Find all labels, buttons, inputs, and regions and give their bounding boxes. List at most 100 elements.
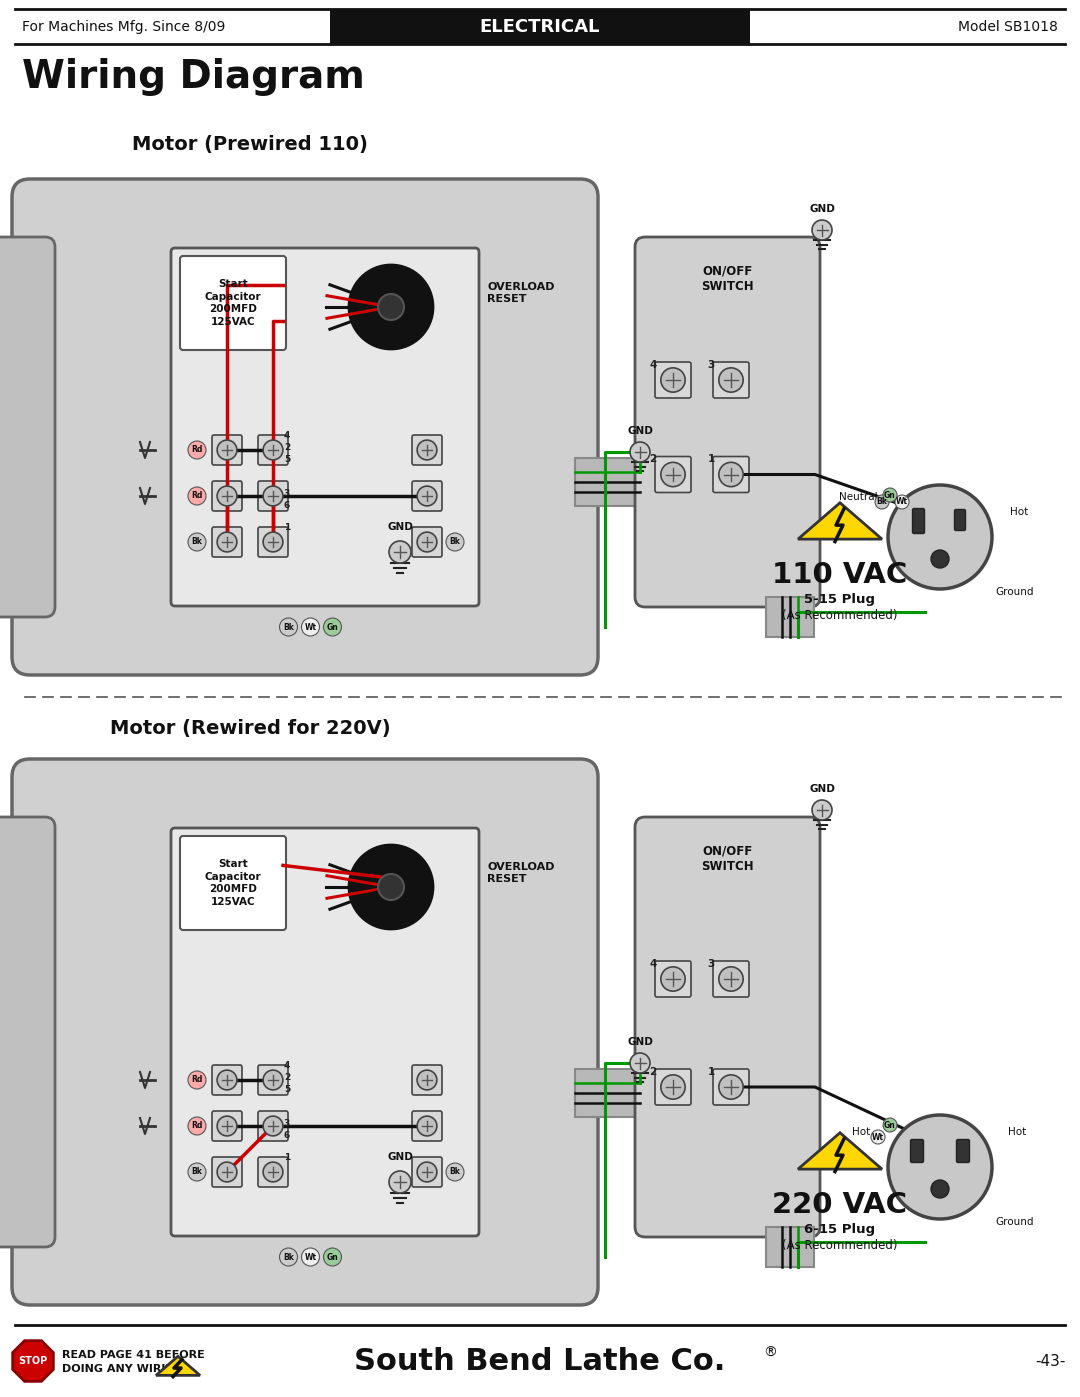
Text: 1: 1 xyxy=(284,524,291,532)
Bar xyxy=(330,8,750,43)
Text: 2: 2 xyxy=(284,1073,291,1083)
Text: Start
Capacitor
200MFD
125VAC: Start Capacitor 200MFD 125VAC xyxy=(205,279,261,327)
Text: 5: 5 xyxy=(284,455,291,464)
Circle shape xyxy=(883,1118,897,1132)
Text: ON/OFF
SWITCH: ON/OFF SWITCH xyxy=(701,845,754,873)
Circle shape xyxy=(446,1162,464,1180)
Circle shape xyxy=(389,1171,411,1193)
Text: 2: 2 xyxy=(649,1067,657,1077)
Text: Bk: Bk xyxy=(283,623,294,631)
Text: Gn: Gn xyxy=(326,1253,338,1261)
Circle shape xyxy=(719,462,743,486)
Circle shape xyxy=(870,1130,885,1144)
Circle shape xyxy=(630,441,650,462)
Circle shape xyxy=(264,1116,283,1136)
FancyBboxPatch shape xyxy=(212,1111,242,1141)
Text: Rd: Rd xyxy=(191,1122,203,1130)
FancyBboxPatch shape xyxy=(212,434,242,465)
Text: Gn: Gn xyxy=(326,623,338,631)
Text: 6: 6 xyxy=(284,502,291,510)
Circle shape xyxy=(217,532,237,552)
FancyBboxPatch shape xyxy=(713,362,750,398)
Text: Bk: Bk xyxy=(191,1168,202,1176)
Text: OVERLOAD
RESET: OVERLOAD RESET xyxy=(487,862,554,884)
Text: GND: GND xyxy=(387,1153,413,1162)
Text: Gn: Gn xyxy=(885,1120,896,1130)
Text: Bk: Bk xyxy=(877,497,888,507)
FancyBboxPatch shape xyxy=(411,1065,442,1095)
FancyBboxPatch shape xyxy=(258,1157,288,1187)
FancyBboxPatch shape xyxy=(171,828,480,1236)
Text: Ground: Ground xyxy=(995,587,1034,597)
Text: Neutral: Neutral xyxy=(839,492,878,502)
FancyBboxPatch shape xyxy=(635,237,820,608)
Text: Hot: Hot xyxy=(852,1127,870,1137)
Text: 5: 5 xyxy=(284,1085,291,1094)
Circle shape xyxy=(883,488,897,502)
FancyBboxPatch shape xyxy=(635,817,820,1236)
Circle shape xyxy=(188,441,206,460)
FancyBboxPatch shape xyxy=(654,1069,691,1105)
Circle shape xyxy=(301,1248,320,1266)
Text: GND: GND xyxy=(627,1037,653,1046)
Polygon shape xyxy=(798,1133,882,1169)
Text: Bk: Bk xyxy=(449,1168,460,1176)
FancyBboxPatch shape xyxy=(180,256,286,351)
Text: 1: 1 xyxy=(707,454,715,464)
Circle shape xyxy=(630,1053,650,1073)
Text: GND: GND xyxy=(627,426,653,436)
Text: OVERLOAD
RESET: OVERLOAD RESET xyxy=(487,282,554,305)
Circle shape xyxy=(661,462,685,486)
Text: Wt: Wt xyxy=(872,1133,885,1141)
Text: STOP: STOP xyxy=(18,1356,48,1366)
Circle shape xyxy=(719,367,743,393)
Circle shape xyxy=(217,1162,237,1182)
Text: Bk: Bk xyxy=(449,538,460,546)
Text: 3: 3 xyxy=(284,1119,291,1127)
Text: GND: GND xyxy=(387,522,413,532)
Circle shape xyxy=(812,800,832,820)
Text: Bk: Bk xyxy=(191,538,202,546)
FancyBboxPatch shape xyxy=(955,510,966,531)
Text: For Machines Mfg. Since 8/09: For Machines Mfg. Since 8/09 xyxy=(22,20,226,34)
Text: 6-15 Plug: 6-15 Plug xyxy=(805,1222,876,1235)
Text: South Bend Lathe Co.: South Bend Lathe Co. xyxy=(354,1347,726,1376)
Text: Wiring Diagram: Wiring Diagram xyxy=(22,59,365,96)
FancyBboxPatch shape xyxy=(575,1069,640,1118)
FancyBboxPatch shape xyxy=(575,458,640,506)
Text: (As Recommended): (As Recommended) xyxy=(782,609,897,622)
Circle shape xyxy=(417,1162,437,1182)
FancyBboxPatch shape xyxy=(766,1227,814,1267)
Circle shape xyxy=(888,485,993,590)
Circle shape xyxy=(378,875,404,900)
Text: 4: 4 xyxy=(649,360,657,370)
Circle shape xyxy=(324,1248,341,1266)
Circle shape xyxy=(895,495,909,509)
FancyBboxPatch shape xyxy=(713,1069,750,1105)
Text: Wt: Wt xyxy=(305,623,316,631)
Circle shape xyxy=(417,1116,437,1136)
Text: 4: 4 xyxy=(284,432,291,440)
Circle shape xyxy=(875,495,889,509)
Text: 110 VAC: 110 VAC xyxy=(772,562,907,590)
FancyBboxPatch shape xyxy=(12,179,598,675)
Circle shape xyxy=(264,532,283,552)
FancyBboxPatch shape xyxy=(212,1065,242,1095)
FancyBboxPatch shape xyxy=(713,457,750,493)
Circle shape xyxy=(931,1180,949,1199)
Circle shape xyxy=(888,1115,993,1220)
FancyBboxPatch shape xyxy=(957,1140,970,1162)
FancyBboxPatch shape xyxy=(654,961,691,997)
Circle shape xyxy=(188,534,206,550)
Text: 220 VAC: 220 VAC xyxy=(772,1192,907,1220)
Circle shape xyxy=(280,617,297,636)
Text: 1: 1 xyxy=(707,1067,715,1077)
Text: READ PAGE 41 BEFORE: READ PAGE 41 BEFORE xyxy=(62,1350,205,1361)
FancyBboxPatch shape xyxy=(411,434,442,465)
Text: 6: 6 xyxy=(284,1132,291,1140)
Circle shape xyxy=(264,486,283,506)
FancyBboxPatch shape xyxy=(258,1111,288,1141)
Text: 3: 3 xyxy=(707,958,715,970)
FancyBboxPatch shape xyxy=(212,527,242,557)
Polygon shape xyxy=(156,1356,200,1376)
